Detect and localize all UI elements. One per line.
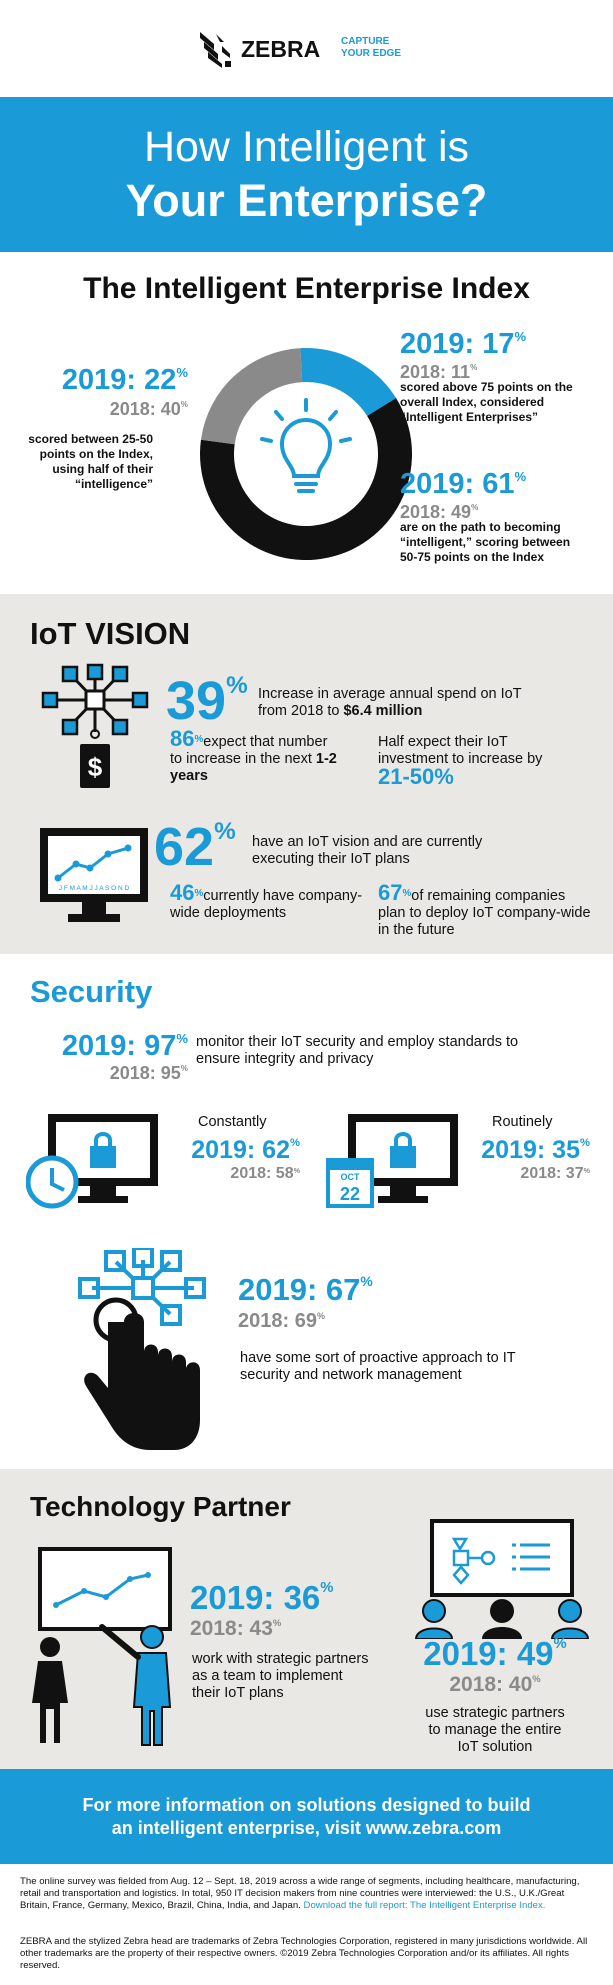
index-topright-desc: scored above 75 points on the overall In… <box>400 380 573 424</box>
security-main-2018: 2018: 95 <box>109 1063 181 1083</box>
partner-left-2018: 2018: 43 <box>190 1617 273 1640</box>
hero-line-1: How Intelligent is <box>143 123 470 171</box>
index-left-stat: 2019: 22% 2018: 40% <box>61 364 188 419</box>
partner-right-2019: 2019: 49 <box>423 1635 554 1672</box>
network-touch-icon <box>78 1248 206 1450</box>
calendar-month: OCT <box>341 1172 361 1182</box>
iot-stat-half-value: 21-50% <box>378 764 454 789</box>
iot-stat-half: Half expect their IoT investment to incr… <box>378 734 543 789</box>
index-bottomright-2018: 2018: 49 <box>400 502 472 522</box>
brand-name: ZEBRA <box>241 36 321 62</box>
cta-banner[interactable]: For more information on solutions design… <box>0 1769 613 1864</box>
meeting-screen-icon <box>414 1519 590 1639</box>
routinely-label: Routinely <box>492 1114 553 1130</box>
security-main-stat: 2019: 97% 2018: 95% <box>61 1030 188 1083</box>
index-topright-stat: 2019: 17% 2018: 11% <box>400 328 527 382</box>
calendar-day: 22 <box>340 1184 360 1204</box>
proactive-2018: 2018: 69 <box>238 1310 317 1332</box>
cta-text: For more information on solutions design… <box>82 1795 531 1838</box>
hero-banner: How Intelligent is Your Enterprise? <box>0 97 613 252</box>
iot-stat-39-value: 39 <box>166 671 227 731</box>
proactive-stat: 2019: 67% 2018: 69% <box>238 1272 373 1332</box>
index-title: The Intelligent Enterprise Index <box>83 272 530 305</box>
security-title: Security <box>30 974 153 1009</box>
routinely-2019: 2019: 35 <box>481 1136 580 1164</box>
presentation-people-icon <box>32 1547 172 1746</box>
constantly-stat: 2019: 62% 2018: 58% <box>191 1136 300 1182</box>
security-main-2019: 2019: 97 <box>61 1030 177 1062</box>
report-link[interactable]: Download the full report: The Intelligen… <box>303 1900 546 1911</box>
partner-right-2018: 2018: 40 <box>449 1673 533 1696</box>
partner-title: Technology Partner <box>30 1491 291 1522</box>
iot-stat-62: 62% <box>154 817 236 877</box>
index-bottomright-stat: 2019: 61% 2018: 49% <box>400 468 527 522</box>
partner-left-desc: work with strategic partners as a team t… <box>192 1651 369 1701</box>
footer: The online survey was fielded from Aug. … <box>0 1864 613 1985</box>
header: ZEBRA CAPTURE YOUR EDGE <box>0 0 613 95</box>
constantly-2018: 2018: 58 <box>230 1165 294 1182</box>
iot-stat-62-text: have an IoT vision and are currently exe… <box>252 834 483 867</box>
iot-stat-67: 67%of remaining companies plan to deploy… <box>378 880 591 939</box>
partner-right-desc: use strategic partners to manage the ent… <box>425 1705 565 1755</box>
index-left-2019: 2019: 22 <box>61 364 177 396</box>
monitor-chart-icon: J F M A M J J A S O N D <box>40 828 148 922</box>
iot-vision-section: IoT VISION $ 39% Increase in <box>0 594 613 954</box>
security-main-desc: monitor their IoT security and employ st… <box>196 1034 519 1067</box>
monitor-lock-calendar-icon: OCT 22 <box>326 1114 458 1208</box>
iot-title: IoT VISION <box>30 616 191 651</box>
index-left-desc: scored between 25-50 points on the Index… <box>28 432 153 491</box>
constantly-2019: 2019: 62 <box>191 1136 290 1164</box>
trademark-note: ZEBRA and the stylized Zebra head are tr… <box>20 1936 588 1971</box>
donut-segment-22 <box>200 348 303 445</box>
donut-segment-17 <box>300 348 397 416</box>
partner-section: Technology Partner 2019: 36% 2018: 43% w… <box>0 1469 613 1769</box>
index-topright-2019: 2019: 17 <box>400 328 515 360</box>
index-donut-chart <box>200 348 412 560</box>
routinely-2018: 2018: 37 <box>520 1165 584 1182</box>
iot-stat-39-text: Increase in average annual spend on IoT … <box>258 686 522 719</box>
monitor-lock-clock-icon <box>26 1114 158 1209</box>
index-section: The Intelligent Enterprise Index 2019: 2… <box>0 252 613 594</box>
index-bottomright-2019: 2019: 61 <box>400 468 515 500</box>
brand-tagline: CAPTURE YOUR EDGE <box>341 36 402 59</box>
zebra-head-icon <box>200 32 231 68</box>
index-bottomright-desc: are on the path to becoming “intelligent… <box>400 520 571 564</box>
index-topright-2018: 2018: 11 <box>400 362 471 382</box>
iot-stat-46: 46%currently have company-wide deploymen… <box>170 880 363 922</box>
security-section: Security 2019: 97% 2018: 95% monitor the… <box>0 954 613 1469</box>
donut-segment-61 <box>200 398 412 560</box>
routinely-stat: 2019: 35% 2018: 37% <box>481 1136 590 1182</box>
monitor-months-label: J F M A M J J A S O N D <box>59 885 130 892</box>
hero-line-2: Your Enterprise? <box>125 175 488 226</box>
index-left-2018: 2018: 40 <box>109 399 181 419</box>
svg-text:$: $ <box>88 752 103 782</box>
partner-left-2019: 2019: 36 <box>190 1579 321 1616</box>
lightbulb-icon <box>260 398 352 493</box>
partner-right-stat: 2019: 49% 2018: 40% <box>423 1635 567 1696</box>
iot-stat-39: 39% <box>166 671 248 731</box>
survey-note: The online survey was fielded from Aug. … <box>20 1876 580 1911</box>
iot-stat-86: 86%expect that number to increase in the… <box>170 726 337 785</box>
network-price-tag-icon: $ <box>41 663 149 788</box>
proactive-2019: 2019: 67 <box>238 1272 361 1307</box>
constantly-label: Constantly <box>198 1114 267 1130</box>
proactive-desc: have some sort of proactive approach to … <box>240 1350 516 1383</box>
iot-stat-62-value: 62 <box>154 817 215 877</box>
partner-left-stat: 2019: 36% 2018: 43% <box>190 1579 334 1640</box>
